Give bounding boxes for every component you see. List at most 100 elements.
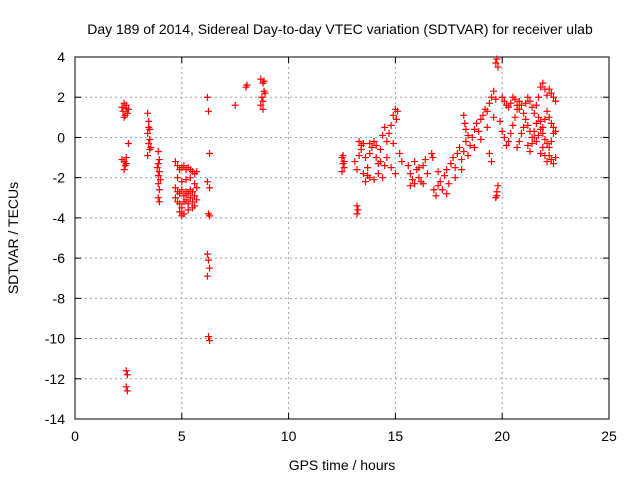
data-point <box>522 115 530 123</box>
data-point <box>206 184 214 192</box>
data-point <box>180 192 188 200</box>
data-point <box>184 206 192 214</box>
data-point <box>451 174 459 182</box>
data-point <box>368 144 376 151</box>
data-point <box>513 101 521 109</box>
data-point <box>392 115 400 123</box>
data-point <box>340 158 348 166</box>
data-point <box>552 154 560 162</box>
data-point <box>535 131 543 139</box>
data-point <box>205 333 212 341</box>
data-point <box>359 170 367 178</box>
data-point <box>408 176 416 184</box>
data-point <box>145 139 153 147</box>
data-point <box>351 158 359 166</box>
data-point <box>118 103 126 111</box>
data-point <box>449 154 457 162</box>
data-point <box>370 176 378 184</box>
data-point <box>443 166 451 174</box>
data-point <box>545 152 553 160</box>
data-point <box>184 190 192 198</box>
data-point <box>144 109 152 117</box>
data-point <box>406 170 414 178</box>
data-point <box>451 164 459 172</box>
data-point <box>492 95 500 103</box>
data-point <box>359 139 367 147</box>
data-point <box>340 164 348 172</box>
data-point <box>176 208 184 216</box>
data-point <box>154 194 162 202</box>
data-point <box>364 164 372 172</box>
data-point <box>464 152 472 160</box>
data-point <box>541 135 549 143</box>
data-point <box>122 154 130 162</box>
data-point <box>379 174 387 182</box>
y-tick-label: -14 <box>45 411 65 427</box>
data-point <box>205 107 212 115</box>
data-point <box>494 182 502 190</box>
data-point <box>496 117 504 125</box>
data-point <box>178 178 186 186</box>
data-point <box>462 137 470 145</box>
data-point <box>383 137 391 145</box>
data-point <box>419 162 427 170</box>
data-point <box>389 139 397 147</box>
data-point <box>372 141 380 149</box>
data-point <box>460 111 468 119</box>
data-point <box>339 152 347 160</box>
data-point <box>492 59 500 67</box>
data-point <box>155 156 163 164</box>
data-point <box>528 103 536 111</box>
y-tick-label: -2 <box>53 170 66 186</box>
data-point <box>526 148 534 156</box>
data-point <box>532 101 540 109</box>
data-point <box>406 182 414 190</box>
data-point <box>479 111 487 119</box>
data-point <box>537 150 545 158</box>
data-point <box>470 144 478 151</box>
data-point <box>520 123 528 131</box>
data-point <box>429 154 437 162</box>
data-point <box>353 202 361 210</box>
data-point <box>122 160 130 168</box>
x-tick-label: 5 <box>178 428 186 444</box>
data-point <box>389 111 397 119</box>
data-point <box>123 387 131 395</box>
data-point <box>372 154 380 162</box>
data-point <box>379 131 387 139</box>
data-point <box>171 184 179 192</box>
data-point <box>353 166 361 174</box>
data-point <box>520 109 528 117</box>
data-point <box>515 97 523 105</box>
data-point <box>430 186 438 194</box>
data-point <box>500 133 508 141</box>
data-point <box>447 160 455 168</box>
data-point <box>144 129 152 137</box>
chart-title: Day 189 of 2014, Sidereal Day-to-day VTE… <box>87 21 593 37</box>
data-point <box>419 180 427 188</box>
data-point <box>120 166 128 174</box>
data-point <box>515 105 523 113</box>
data-point <box>535 113 543 121</box>
data-point <box>404 162 412 170</box>
data-point <box>477 115 485 123</box>
data-point <box>543 158 551 166</box>
data-point <box>415 164 423 172</box>
data-point <box>462 125 470 133</box>
data-point <box>547 119 555 127</box>
data-point <box>203 272 211 280</box>
x-tick-label: 15 <box>388 428 404 444</box>
data-point <box>171 158 179 166</box>
data-point <box>144 152 152 160</box>
y-tick-label: -10 <box>45 331 65 347</box>
data-point <box>180 210 188 218</box>
data-point <box>490 113 498 121</box>
data-point <box>511 113 519 121</box>
data-point <box>498 93 506 101</box>
data-point <box>461 119 469 127</box>
data-point <box>494 63 502 71</box>
data-point <box>191 192 199 200</box>
data-point <box>381 162 389 170</box>
data-point <box>206 337 214 345</box>
